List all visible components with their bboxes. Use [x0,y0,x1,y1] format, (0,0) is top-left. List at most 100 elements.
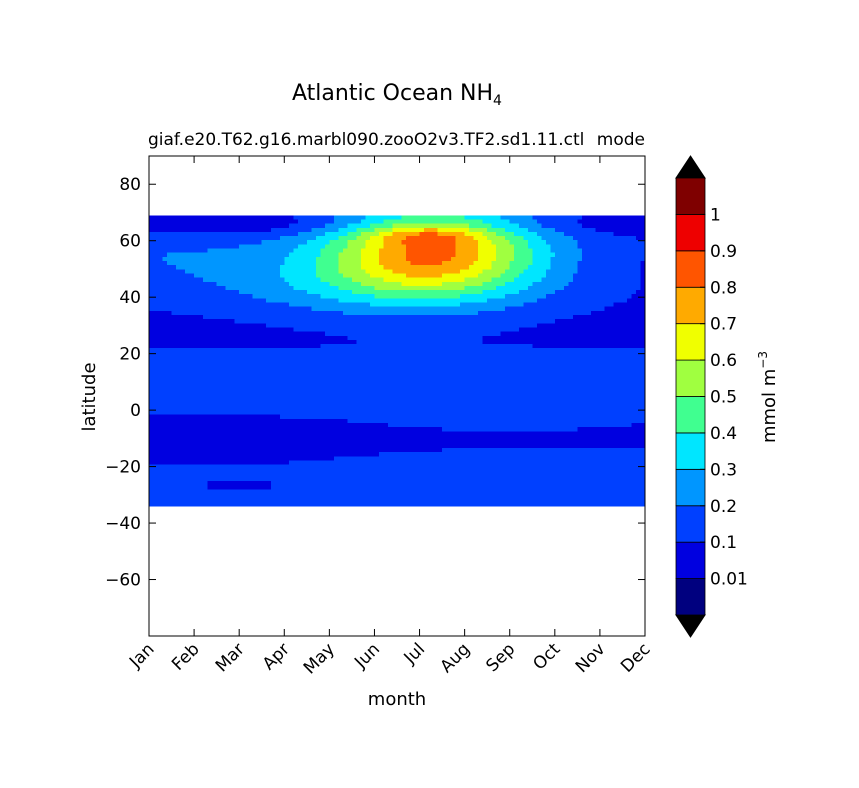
heatmap-cell [446,414,452,420]
heatmap-cell [270,306,276,312]
heatmap-cell [351,418,358,424]
heatmap-cell [442,223,448,229]
heatmap-cell [239,260,245,266]
heatmap-cell [351,315,358,320]
heatmap-cell [221,393,227,399]
heatmap-cell [428,215,434,221]
heatmap-cell [243,377,249,383]
heatmap-cell [207,265,213,270]
heatmap-cell [266,460,272,466]
heatmap-cell [162,240,168,245]
heatmap-cell [293,447,299,453]
heatmap-cell [207,315,213,320]
heatmap-cell [415,373,421,378]
heatmap-cell [351,410,358,416]
heatmap-cell [365,327,371,333]
heatmap-cell [297,348,303,353]
heatmap-cell [315,260,321,266]
heatmap-cell [369,393,376,399]
heatmap-cell [342,443,348,449]
heatmap-cell [216,481,222,486]
heatmap-cell [293,381,299,387]
heatmap-cell [234,269,240,275]
heatmap-cell [374,377,380,383]
heatmap-cell [460,406,466,412]
heatmap-cell [288,489,294,495]
heatmap-cell [252,248,258,254]
heatmap-cell [288,335,294,341]
heatmap-cell [315,464,321,470]
heatmap-cell [239,435,245,441]
heatmap-cell [270,456,276,462]
heatmap-cell [369,373,376,378]
heatmap-cell [153,227,159,233]
heatmap-cell [320,219,326,225]
heatmap-cell [442,306,448,312]
heatmap-cell [230,227,236,233]
heatmap-cell [338,369,344,374]
heatmap-cell [433,219,439,225]
heatmap-cell [460,269,466,275]
heatmap-cell [365,269,371,275]
heatmap-cell [261,381,267,387]
heatmap-cell [266,439,272,445]
heatmap-cell [374,427,380,432]
heatmap-cell [442,252,448,258]
heatmap-cell [320,468,326,474]
heatmap-cell [230,281,236,287]
heatmap-cell [284,219,290,225]
heatmap-cell [365,406,371,412]
heatmap-cell [248,277,254,283]
heatmap-cell [203,315,209,320]
heatmap-cell [297,389,303,395]
heatmap-cell [171,493,177,499]
heatmap-cell [342,418,348,424]
heatmap-cell [351,236,358,241]
heatmap-cell [324,273,330,279]
heatmap-cell [275,219,281,225]
heatmap-cell [194,315,200,320]
heatmap-cell [360,493,367,499]
heatmap-cell [460,294,466,299]
heatmap-cell [171,231,177,237]
heatmap-cell [415,219,421,225]
heatmap-cell [275,456,281,462]
heatmap-cell [194,319,200,324]
heatmap-cell [360,285,367,291]
heatmap-cell [293,269,299,275]
heatmap-cell [433,460,439,466]
heatmap-cell [397,335,403,341]
heatmap-cell [383,240,389,245]
heatmap-cell [369,339,376,345]
heatmap-cell [221,344,227,349]
heatmap-cell [455,240,461,245]
heatmap-cell [167,452,173,457]
heatmap-cell [342,339,348,345]
heatmap-cell [194,406,200,412]
heatmap-cell [446,223,452,229]
heatmap-cell [234,439,240,445]
heatmap-cell [216,265,222,270]
heatmap-cell [338,427,344,432]
heatmap-cell [410,252,416,258]
heatmap-cell [442,423,448,428]
heatmap-cell [189,356,195,362]
heatmap-cell [360,298,367,304]
heatmap-cell [234,377,240,383]
heatmap-cell [315,373,321,378]
heatmap-cell [185,414,191,420]
heatmap-cell [216,464,222,470]
heatmap-cell [225,352,231,358]
heatmap-cell [329,501,335,507]
heatmap-cell [464,460,470,466]
heatmap-cell [369,223,376,229]
heatmap-cell [275,447,281,453]
heatmap-cell [203,219,209,225]
heatmap-cell [288,348,294,353]
heatmap-cell [356,335,362,341]
heatmap-cell [451,460,457,466]
heatmap-cell [369,447,376,453]
heatmap-cell [176,477,182,482]
heatmap-cell [320,319,326,324]
heatmap-cell [185,427,191,432]
